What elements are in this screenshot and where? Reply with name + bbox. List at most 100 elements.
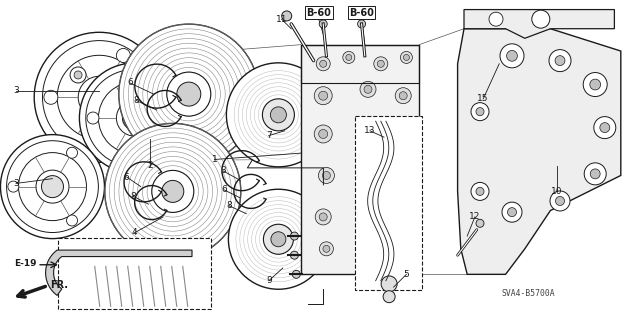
Circle shape [489, 12, 503, 26]
Circle shape [403, 171, 410, 180]
Circle shape [584, 163, 606, 185]
Circle shape [87, 112, 99, 124]
Circle shape [291, 251, 298, 259]
Circle shape [79, 63, 189, 173]
Circle shape [363, 122, 373, 133]
Text: SVA4-B5700A: SVA4-B5700A [501, 289, 555, 298]
Circle shape [314, 125, 332, 143]
Circle shape [271, 232, 286, 247]
Circle shape [476, 187, 484, 196]
Circle shape [282, 11, 292, 21]
Circle shape [594, 117, 616, 138]
Text: 10: 10 [551, 187, 563, 196]
Circle shape [319, 167, 334, 183]
Bar [355, 116, 422, 290]
Circle shape [85, 83, 113, 111]
Polygon shape [464, 10, 614, 38]
Circle shape [1, 135, 104, 239]
Circle shape [343, 51, 355, 63]
Circle shape [401, 51, 412, 63]
Text: 12: 12 [469, 212, 481, 221]
Text: E-19: E-19 [14, 259, 37, 268]
Circle shape [319, 91, 328, 100]
Bar [58, 238, 211, 309]
Circle shape [264, 224, 293, 254]
Bar [301, 45, 419, 83]
Text: 8: 8 [134, 96, 139, 105]
Circle shape [227, 63, 330, 167]
Bar [301, 45, 419, 274]
Circle shape [34, 32, 164, 162]
Circle shape [86, 70, 183, 167]
Circle shape [555, 56, 565, 66]
Circle shape [532, 10, 550, 28]
Text: 8: 8 [131, 192, 136, 201]
Circle shape [149, 148, 161, 160]
Circle shape [105, 123, 241, 259]
Circle shape [356, 202, 374, 219]
Circle shape [314, 87, 332, 105]
Circle shape [502, 202, 522, 222]
Circle shape [381, 276, 397, 292]
Circle shape [590, 169, 600, 179]
Text: 6: 6 [124, 173, 129, 182]
Circle shape [67, 215, 77, 226]
Circle shape [99, 82, 170, 154]
Circle shape [319, 213, 327, 221]
Text: 1: 1 [212, 155, 217, 164]
Text: 3: 3 [13, 179, 19, 188]
Circle shape [67, 147, 77, 158]
Circle shape [167, 72, 211, 116]
Circle shape [590, 79, 600, 90]
Circle shape [476, 219, 484, 227]
Circle shape [70, 67, 86, 83]
Circle shape [399, 92, 407, 100]
Polygon shape [458, 29, 621, 274]
Circle shape [358, 118, 378, 137]
Circle shape [378, 60, 384, 67]
Circle shape [402, 130, 411, 138]
Circle shape [116, 100, 152, 136]
Circle shape [323, 245, 330, 252]
Circle shape [78, 76, 120, 118]
Circle shape [471, 103, 489, 121]
Circle shape [57, 55, 141, 139]
Circle shape [316, 57, 330, 71]
Circle shape [177, 82, 201, 106]
Text: 7: 7 [266, 131, 271, 140]
Circle shape [398, 209, 415, 225]
Polygon shape [45, 250, 192, 295]
Circle shape [292, 270, 300, 278]
Text: B-60: B-60 [349, 8, 374, 18]
Circle shape [396, 88, 412, 104]
Text: 9: 9 [266, 276, 271, 285]
Circle shape [149, 76, 161, 88]
Circle shape [367, 165, 376, 174]
Text: 6: 6 [221, 185, 227, 194]
Circle shape [550, 191, 570, 211]
Circle shape [116, 132, 131, 146]
Text: 11: 11 [276, 15, 287, 24]
Circle shape [42, 176, 63, 197]
Circle shape [42, 41, 156, 154]
Circle shape [476, 108, 484, 116]
Circle shape [583, 72, 607, 97]
Circle shape [19, 152, 86, 221]
Circle shape [228, 189, 328, 289]
Circle shape [319, 20, 327, 28]
Text: B-60: B-60 [307, 8, 331, 18]
Circle shape [320, 60, 326, 67]
Circle shape [500, 44, 524, 68]
Circle shape [507, 50, 517, 61]
Circle shape [122, 106, 147, 130]
Circle shape [360, 206, 369, 215]
Circle shape [262, 99, 294, 131]
Circle shape [116, 48, 131, 63]
Circle shape [471, 182, 489, 200]
Circle shape [377, 239, 391, 253]
Circle shape [44, 90, 58, 104]
Circle shape [381, 242, 387, 249]
Circle shape [364, 85, 372, 93]
Text: 2: 2 [148, 161, 153, 170]
Circle shape [323, 171, 330, 180]
